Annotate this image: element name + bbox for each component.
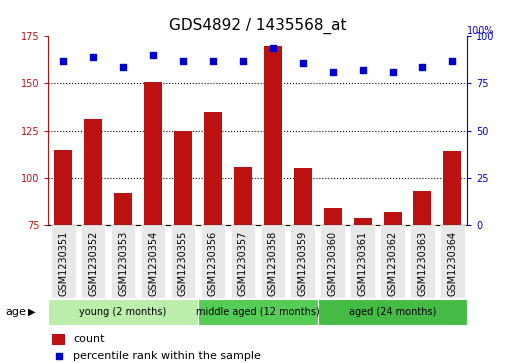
Text: GSM1230363: GSM1230363 bbox=[418, 231, 427, 296]
FancyBboxPatch shape bbox=[141, 225, 165, 298]
Text: ▶: ▶ bbox=[28, 307, 36, 317]
FancyBboxPatch shape bbox=[440, 225, 465, 298]
Text: aged (24 months): aged (24 months) bbox=[349, 307, 436, 317]
Text: GSM1230362: GSM1230362 bbox=[388, 231, 398, 296]
Text: GSM1230355: GSM1230355 bbox=[178, 231, 188, 296]
Bar bbox=[443, 151, 461, 225]
Point bbox=[149, 52, 157, 58]
Point bbox=[449, 58, 457, 64]
Point bbox=[389, 69, 397, 75]
FancyBboxPatch shape bbox=[51, 225, 76, 298]
FancyBboxPatch shape bbox=[201, 225, 225, 298]
Point bbox=[89, 54, 97, 60]
Bar bbox=[294, 168, 312, 225]
Text: GSM1230359: GSM1230359 bbox=[298, 231, 308, 296]
Point bbox=[119, 64, 127, 69]
FancyBboxPatch shape bbox=[321, 225, 345, 298]
Text: GSM1230357: GSM1230357 bbox=[238, 231, 248, 296]
Bar bbox=[204, 112, 222, 225]
Bar bbox=[174, 131, 192, 225]
Text: GSM1230351: GSM1230351 bbox=[58, 231, 68, 296]
Point bbox=[55, 353, 63, 359]
Bar bbox=[384, 212, 401, 225]
FancyBboxPatch shape bbox=[380, 225, 405, 298]
Title: GDS4892 / 1435568_at: GDS4892 / 1435568_at bbox=[169, 17, 346, 33]
Text: GSM1230356: GSM1230356 bbox=[208, 231, 218, 296]
Text: 100%: 100% bbox=[467, 26, 495, 36]
FancyBboxPatch shape bbox=[48, 299, 198, 325]
Point bbox=[419, 64, 427, 69]
Bar bbox=[414, 191, 431, 225]
Text: GSM1230360: GSM1230360 bbox=[328, 231, 338, 296]
FancyBboxPatch shape bbox=[351, 225, 375, 298]
Point bbox=[239, 58, 247, 64]
FancyBboxPatch shape bbox=[111, 225, 135, 298]
Point bbox=[59, 58, 67, 64]
Bar bbox=[84, 119, 102, 225]
Text: middle aged (12 months): middle aged (12 months) bbox=[196, 307, 320, 317]
Point bbox=[329, 69, 337, 75]
Point bbox=[179, 58, 187, 64]
Point bbox=[299, 60, 307, 66]
Text: GSM1230361: GSM1230361 bbox=[358, 231, 368, 296]
Text: young (2 months): young (2 months) bbox=[79, 307, 167, 317]
FancyBboxPatch shape bbox=[231, 225, 255, 298]
Bar bbox=[234, 167, 252, 225]
FancyBboxPatch shape bbox=[171, 225, 195, 298]
Bar bbox=[324, 208, 341, 225]
Point bbox=[359, 68, 367, 73]
Text: GSM1230353: GSM1230353 bbox=[118, 231, 128, 296]
FancyBboxPatch shape bbox=[261, 225, 285, 298]
Text: GSM1230364: GSM1230364 bbox=[448, 231, 457, 296]
Bar bbox=[114, 193, 132, 225]
Text: GSM1230354: GSM1230354 bbox=[148, 231, 158, 296]
Text: GSM1230358: GSM1230358 bbox=[268, 231, 278, 296]
FancyBboxPatch shape bbox=[198, 299, 318, 325]
Bar bbox=[54, 150, 72, 225]
FancyBboxPatch shape bbox=[410, 225, 435, 298]
Bar bbox=[52, 334, 65, 345]
Bar bbox=[144, 82, 162, 225]
Bar bbox=[354, 217, 371, 225]
FancyBboxPatch shape bbox=[318, 299, 467, 325]
Point bbox=[269, 45, 277, 50]
Text: GSM1230352: GSM1230352 bbox=[88, 231, 98, 296]
Text: count: count bbox=[74, 334, 105, 344]
Text: percentile rank within the sample: percentile rank within the sample bbox=[74, 351, 261, 361]
FancyBboxPatch shape bbox=[291, 225, 315, 298]
FancyBboxPatch shape bbox=[81, 225, 106, 298]
Bar bbox=[264, 46, 282, 225]
Point bbox=[209, 58, 217, 64]
Text: age: age bbox=[5, 307, 26, 317]
